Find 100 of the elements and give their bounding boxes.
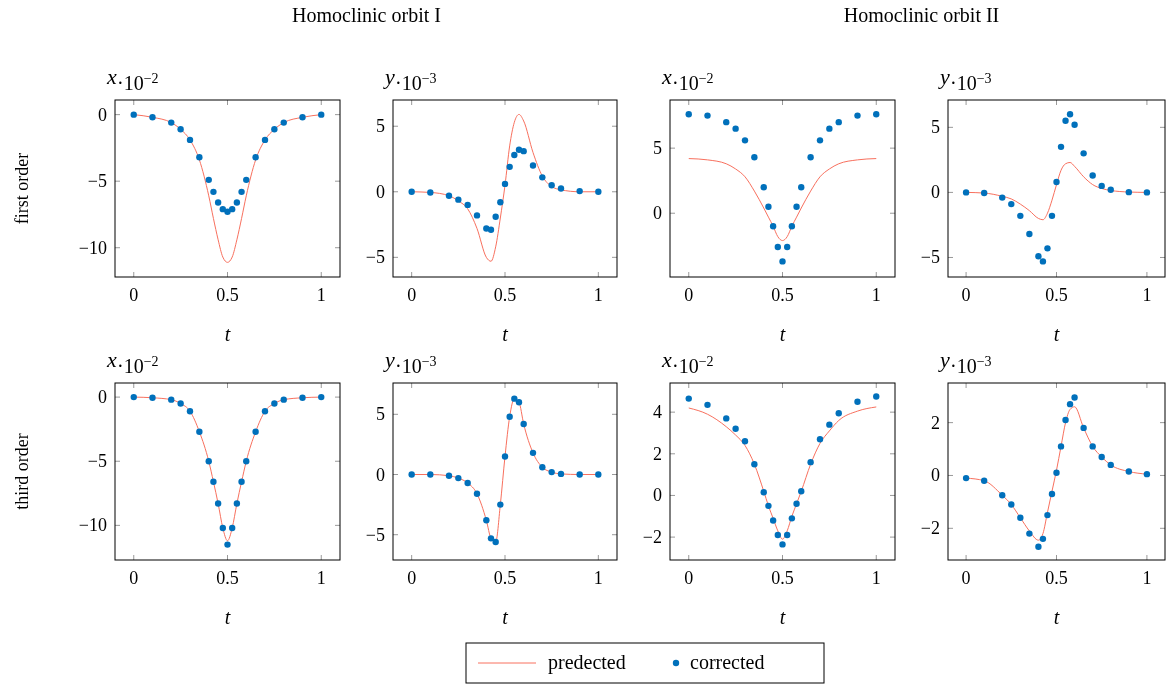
point (774, 243, 782, 251)
point (529, 162, 537, 169)
point (408, 188, 415, 195)
point (506, 163, 513, 171)
y-axis-title: x (106, 347, 117, 372)
x-tick-label: 1 (593, 568, 603, 588)
y-tick-label: 5 (653, 138, 662, 159)
x-tick-label: 0 (684, 568, 694, 588)
point (271, 126, 278, 133)
y-axis-title: y (383, 347, 395, 372)
point (1125, 468, 1133, 475)
x-axis-title: t (224, 606, 231, 628)
point (299, 394, 306, 401)
point (177, 400, 184, 407)
point (445, 192, 453, 199)
point (1107, 186, 1114, 193)
y-tick-label: 0 (98, 387, 107, 408)
point (1080, 150, 1087, 157)
y-tick-label: −10 (78, 515, 107, 536)
x-tick-label: 0 (407, 285, 417, 305)
point (1089, 443, 1096, 450)
point (793, 500, 800, 507)
point (1057, 443, 1065, 450)
point (1053, 178, 1060, 186)
point (186, 408, 194, 415)
point (228, 524, 236, 532)
point (1071, 394, 1078, 401)
x-axis-title: t (1053, 323, 1060, 345)
point (1017, 212, 1024, 220)
point (1062, 117, 1069, 125)
x-tick-label: 0 (129, 285, 139, 305)
point (280, 396, 287, 403)
point (1039, 535, 1047, 543)
y-tick-label: −5 (87, 451, 107, 472)
point (228, 205, 236, 213)
point (196, 154, 203, 161)
point (318, 111, 325, 118)
point (741, 438, 749, 445)
y-tick-label: −2 (920, 518, 940, 539)
point (473, 212, 481, 219)
point (1048, 490, 1056, 498)
text: ·10$^{−3}$ (395, 353, 437, 377)
point (751, 154, 758, 161)
point (576, 187, 583, 195)
y-tick-label: 0 (653, 485, 662, 506)
point (487, 226, 495, 233)
point (487, 535, 495, 542)
point (501, 453, 509, 460)
point (501, 180, 509, 188)
point (793, 203, 800, 210)
point (798, 184, 805, 191)
x-tick-label: 1 (316, 285, 326, 305)
point (149, 394, 156, 401)
point (1098, 453, 1105, 461)
point (557, 185, 565, 192)
y-tick-label: 0 (931, 182, 940, 203)
y-tick-label: −2 (642, 527, 662, 548)
point (224, 541, 231, 548)
point (835, 409, 842, 417)
point (539, 174, 546, 181)
point (788, 223, 796, 230)
point (483, 517, 490, 524)
point (873, 393, 880, 400)
y-axis-title: x (661, 64, 672, 89)
point (798, 488, 805, 495)
point (1125, 188, 1133, 196)
y-tick-label: 0 (653, 203, 662, 224)
point (205, 458, 212, 465)
text: ·10$^{−2}$ (672, 353, 714, 377)
point (497, 199, 504, 206)
chart-title: Homoclinic orbit II (843, 4, 1000, 26)
point (1098, 182, 1105, 190)
point (760, 184, 767, 191)
point (515, 399, 523, 406)
x-tick-label: 0.5 (771, 568, 794, 588)
point (788, 515, 796, 522)
x-tick-label: 1 (316, 568, 326, 588)
point (214, 199, 222, 206)
y-tick-label: 0 (98, 104, 107, 125)
point (219, 524, 227, 532)
point (408, 471, 415, 478)
y-tick-label: −5 (920, 247, 940, 268)
point (455, 196, 462, 203)
x-tick-label: 1 (871, 285, 881, 305)
point (807, 154, 814, 161)
point (1017, 514, 1024, 521)
y-tick-label: 5 (376, 404, 385, 425)
x-tick-label: 0.5 (493, 285, 517, 305)
x-tick-label: 0 (961, 568, 971, 588)
point (464, 479, 471, 487)
y-tick-label: 2 (931, 412, 940, 433)
point (233, 500, 241, 507)
point (1107, 461, 1114, 469)
point (464, 201, 471, 209)
point (529, 449, 537, 457)
point (1026, 230, 1033, 238)
point (427, 471, 434, 478)
y-tick-label: −10 (78, 237, 107, 258)
point (1057, 143, 1065, 151)
point (685, 111, 692, 118)
